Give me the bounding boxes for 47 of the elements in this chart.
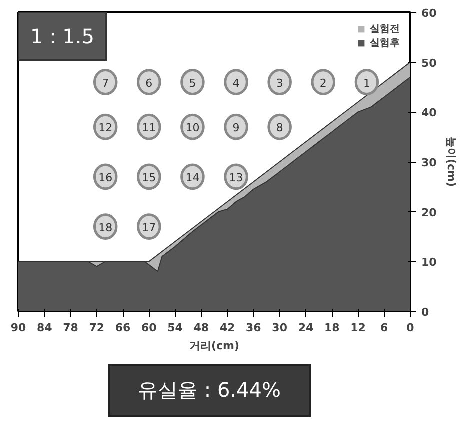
x-tick-label: 12	[350, 322, 366, 334]
annotation: 17	[142, 221, 156, 234]
x-tick-label: 36	[246, 322, 262, 334]
x-tick-label: 6	[380, 322, 389, 334]
y-tick-label: 10	[422, 256, 438, 270]
x-tick-label: 30	[272, 322, 288, 334]
annotation: 10	[186, 122, 200, 135]
x-tick-label: 72	[89, 322, 105, 334]
y-axis-title: 높이(cm)	[444, 136, 458, 188]
annotation: 9	[232, 122, 240, 135]
y-tick-label: 20	[422, 206, 438, 220]
annotation: 8	[276, 122, 284, 135]
x-tick-label: 24	[298, 322, 314, 334]
annotation: 13	[229, 171, 244, 184]
annotation: 15	[142, 171, 156, 184]
annotation: 5	[189, 76, 196, 90]
x-tick-label: 84	[36, 322, 53, 334]
y-tick-label: 30	[422, 156, 438, 170]
legend-label: 실험후	[370, 37, 400, 50]
y-tick-label: 60	[422, 7, 438, 20]
annotation: 18	[98, 221, 113, 234]
y-tick-label: 50	[422, 56, 438, 70]
annotation: 6	[146, 76, 153, 90]
annotation: 11	[142, 122, 156, 135]
annotation: 14	[186, 171, 200, 184]
x-tick-label: 78	[63, 322, 78, 334]
annotation: 12	[98, 122, 113, 135]
x-tick-label: 60	[142, 322, 158, 334]
annotation: 4	[232, 76, 240, 90]
annotation: 7	[102, 76, 110, 90]
x-tick-label: 66	[115, 322, 132, 334]
x-tick-label: 48	[194, 322, 210, 334]
x-axis-title: 거리(cm)	[189, 340, 240, 352]
annotation: 2	[320, 76, 327, 90]
annotation: 3	[276, 76, 284, 90]
x-tick-label: 54	[168, 322, 184, 334]
annotation: 1	[363, 76, 370, 90]
x-tick-label: 42	[220, 322, 236, 334]
text: 1 : 1.5	[30, 24, 94, 48]
legend-label: 실험전	[370, 23, 400, 36]
y-tick-label: 0	[422, 306, 430, 319]
annotation: 16	[98, 171, 113, 184]
x-tick-label: 18	[324, 322, 340, 334]
y-tick-label: 40	[422, 106, 438, 120]
x-tick-label: 90	[10, 322, 26, 334]
x-tick-label: 0	[406, 322, 415, 334]
text: 유실율 : 6.44%	[138, 377, 281, 404]
